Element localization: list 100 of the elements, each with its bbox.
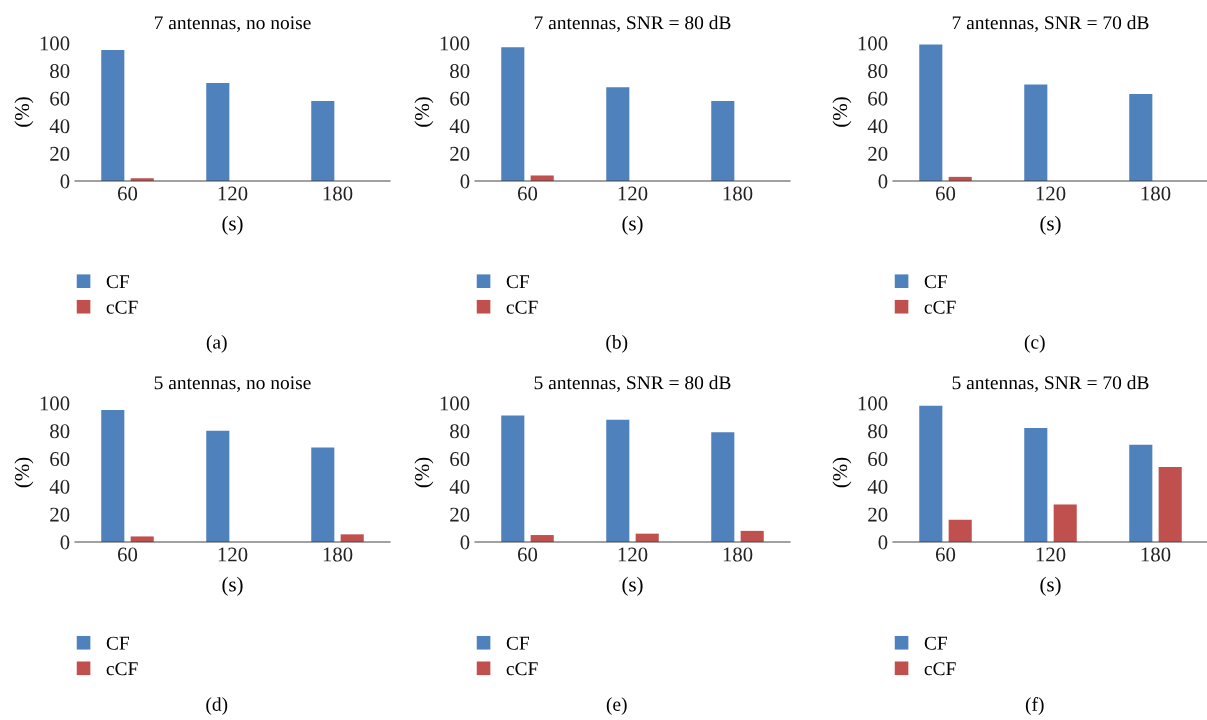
x-axis-title: (s)	[222, 576, 243, 596]
y-tick-label: 100	[858, 396, 888, 411]
x-tick-label: 120	[218, 547, 248, 562]
x-tick-label: 180	[1141, 186, 1171, 201]
y-tick-label: 80	[50, 424, 70, 439]
chart-title: 7 antennas, SNR = 70 dB	[952, 15, 1149, 33]
y-tick-label: 20	[868, 146, 888, 161]
y-tick-label: 80	[450, 63, 470, 79]
y-tick-label: 60	[868, 451, 888, 467]
y-tick-label: 20	[50, 146, 70, 161]
y-tick-label: 60	[450, 451, 470, 467]
x-tick-label: 120	[218, 186, 248, 201]
x-tick-label: 60	[117, 547, 138, 562]
bar	[130, 536, 154, 542]
bar	[1024, 84, 1048, 181]
bar	[206, 430, 230, 542]
y-tick-label: 0	[60, 174, 70, 189]
bar	[340, 534, 364, 542]
x-tick-label: 180	[723, 186, 753, 201]
chart-title: 5 antennas, SNR = 80 dB	[534, 375, 731, 393]
y-tick-label: 40	[449, 119, 470, 134]
legend-label: CF	[506, 636, 529, 650]
bar	[606, 419, 630, 542]
y-tick-label: 0	[460, 535, 470, 550]
y-tick-label: 80	[868, 424, 888, 439]
y-tick-label: 20	[450, 507, 470, 522]
y-axis-title: (%)	[832, 97, 852, 127]
legend-label: cCF	[924, 300, 956, 314]
x-tick-label: 120	[618, 186, 648, 201]
y-tick-label: 0	[878, 535, 888, 550]
legend-label: CF	[924, 275, 947, 289]
x-tick-label: 180	[1141, 547, 1171, 562]
y-tick-label: 0	[460, 174, 470, 189]
y-tick-label: 0	[878, 174, 888, 189]
x-axis-title: (s)	[222, 215, 243, 235]
y-axis-title: (%)	[832, 457, 852, 488]
x-tick-label: 180	[323, 186, 353, 201]
x-tick-label: 60	[517, 547, 538, 562]
bar	[606, 87, 630, 181]
y-tick-label: 60	[50, 451, 70, 467]
y-tick-label: 100	[440, 36, 470, 51]
legend-label: CF	[106, 636, 129, 650]
bar	[501, 47, 525, 181]
y-tick-label: 40	[49, 119, 70, 134]
y-axis-title: (%)	[14, 457, 34, 488]
y-tick-label: 100	[440, 396, 470, 411]
bar	[1024, 428, 1048, 542]
bar	[1129, 444, 1153, 542]
y-tick-label: 20	[868, 507, 888, 522]
bar	[501, 415, 525, 542]
y-tick-label: 20	[450, 146, 470, 161]
bar	[311, 100, 335, 181]
text: (d)	[206, 697, 228, 715]
x-tick-label: 60	[117, 186, 138, 201]
bar	[1129, 94, 1153, 181]
x-axis-title: (s)	[622, 576, 643, 596]
x-axis-title: (s)	[1040, 576, 1061, 596]
legend-label: cCF	[106, 662, 138, 676]
x-tick-label: 60	[517, 186, 538, 201]
y-tick-label: 100	[40, 36, 70, 51]
legend-label: CF	[924, 636, 947, 650]
y-tick-label: 20	[50, 507, 70, 522]
y-tick-label: 0	[60, 535, 70, 550]
bar	[711, 432, 735, 542]
chart-title: 7 antennas, no noise	[154, 16, 311, 33]
text: (e)	[606, 697, 627, 715]
x-axis-title: (s)	[1040, 215, 1061, 235]
y-tick-label: 100	[858, 36, 888, 51]
bar	[101, 49, 125, 181]
y-tick-label: 40	[449, 479, 470, 494]
chart-title: 5 antennas, no noise	[154, 376, 311, 393]
y-tick-label: 100	[40, 396, 70, 411]
legend-label: CF	[106, 275, 129, 289]
y-tick-label: 40	[49, 479, 70, 494]
bar	[101, 409, 125, 542]
y-tick-label: 40	[867, 479, 888, 494]
x-tick-label: 180	[723, 547, 753, 562]
legend-label: cCF	[506, 300, 538, 314]
y-axis-title: (%)	[414, 97, 434, 127]
chart-title: 5 antennas, SNR = 70 dB	[952, 375, 1149, 393]
legend-label: CF	[506, 275, 529, 289]
x-tick-label: 120	[1036, 547, 1066, 562]
text: (a)	[206, 335, 227, 353]
y-tick-label: 80	[868, 63, 888, 79]
x-tick-label: 180	[323, 547, 353, 562]
legend-label: cCF	[106, 300, 138, 314]
x-tick-label: 120	[618, 547, 648, 562]
bar	[1053, 504, 1077, 542]
y-tick-label: 80	[450, 424, 470, 439]
y-axis-title: (%)	[414, 457, 434, 488]
text: (f)	[1025, 697, 1044, 715]
bar	[311, 447, 335, 542]
bar	[206, 83, 230, 181]
bar	[919, 44, 943, 181]
y-tick-label: 80	[50, 63, 70, 79]
bar	[919, 405, 943, 542]
y-tick-label: 60	[868, 91, 888, 106]
x-tick-label: 60	[935, 547, 956, 562]
y-tick-label: 60	[50, 91, 70, 106]
bar	[1158, 466, 1182, 542]
